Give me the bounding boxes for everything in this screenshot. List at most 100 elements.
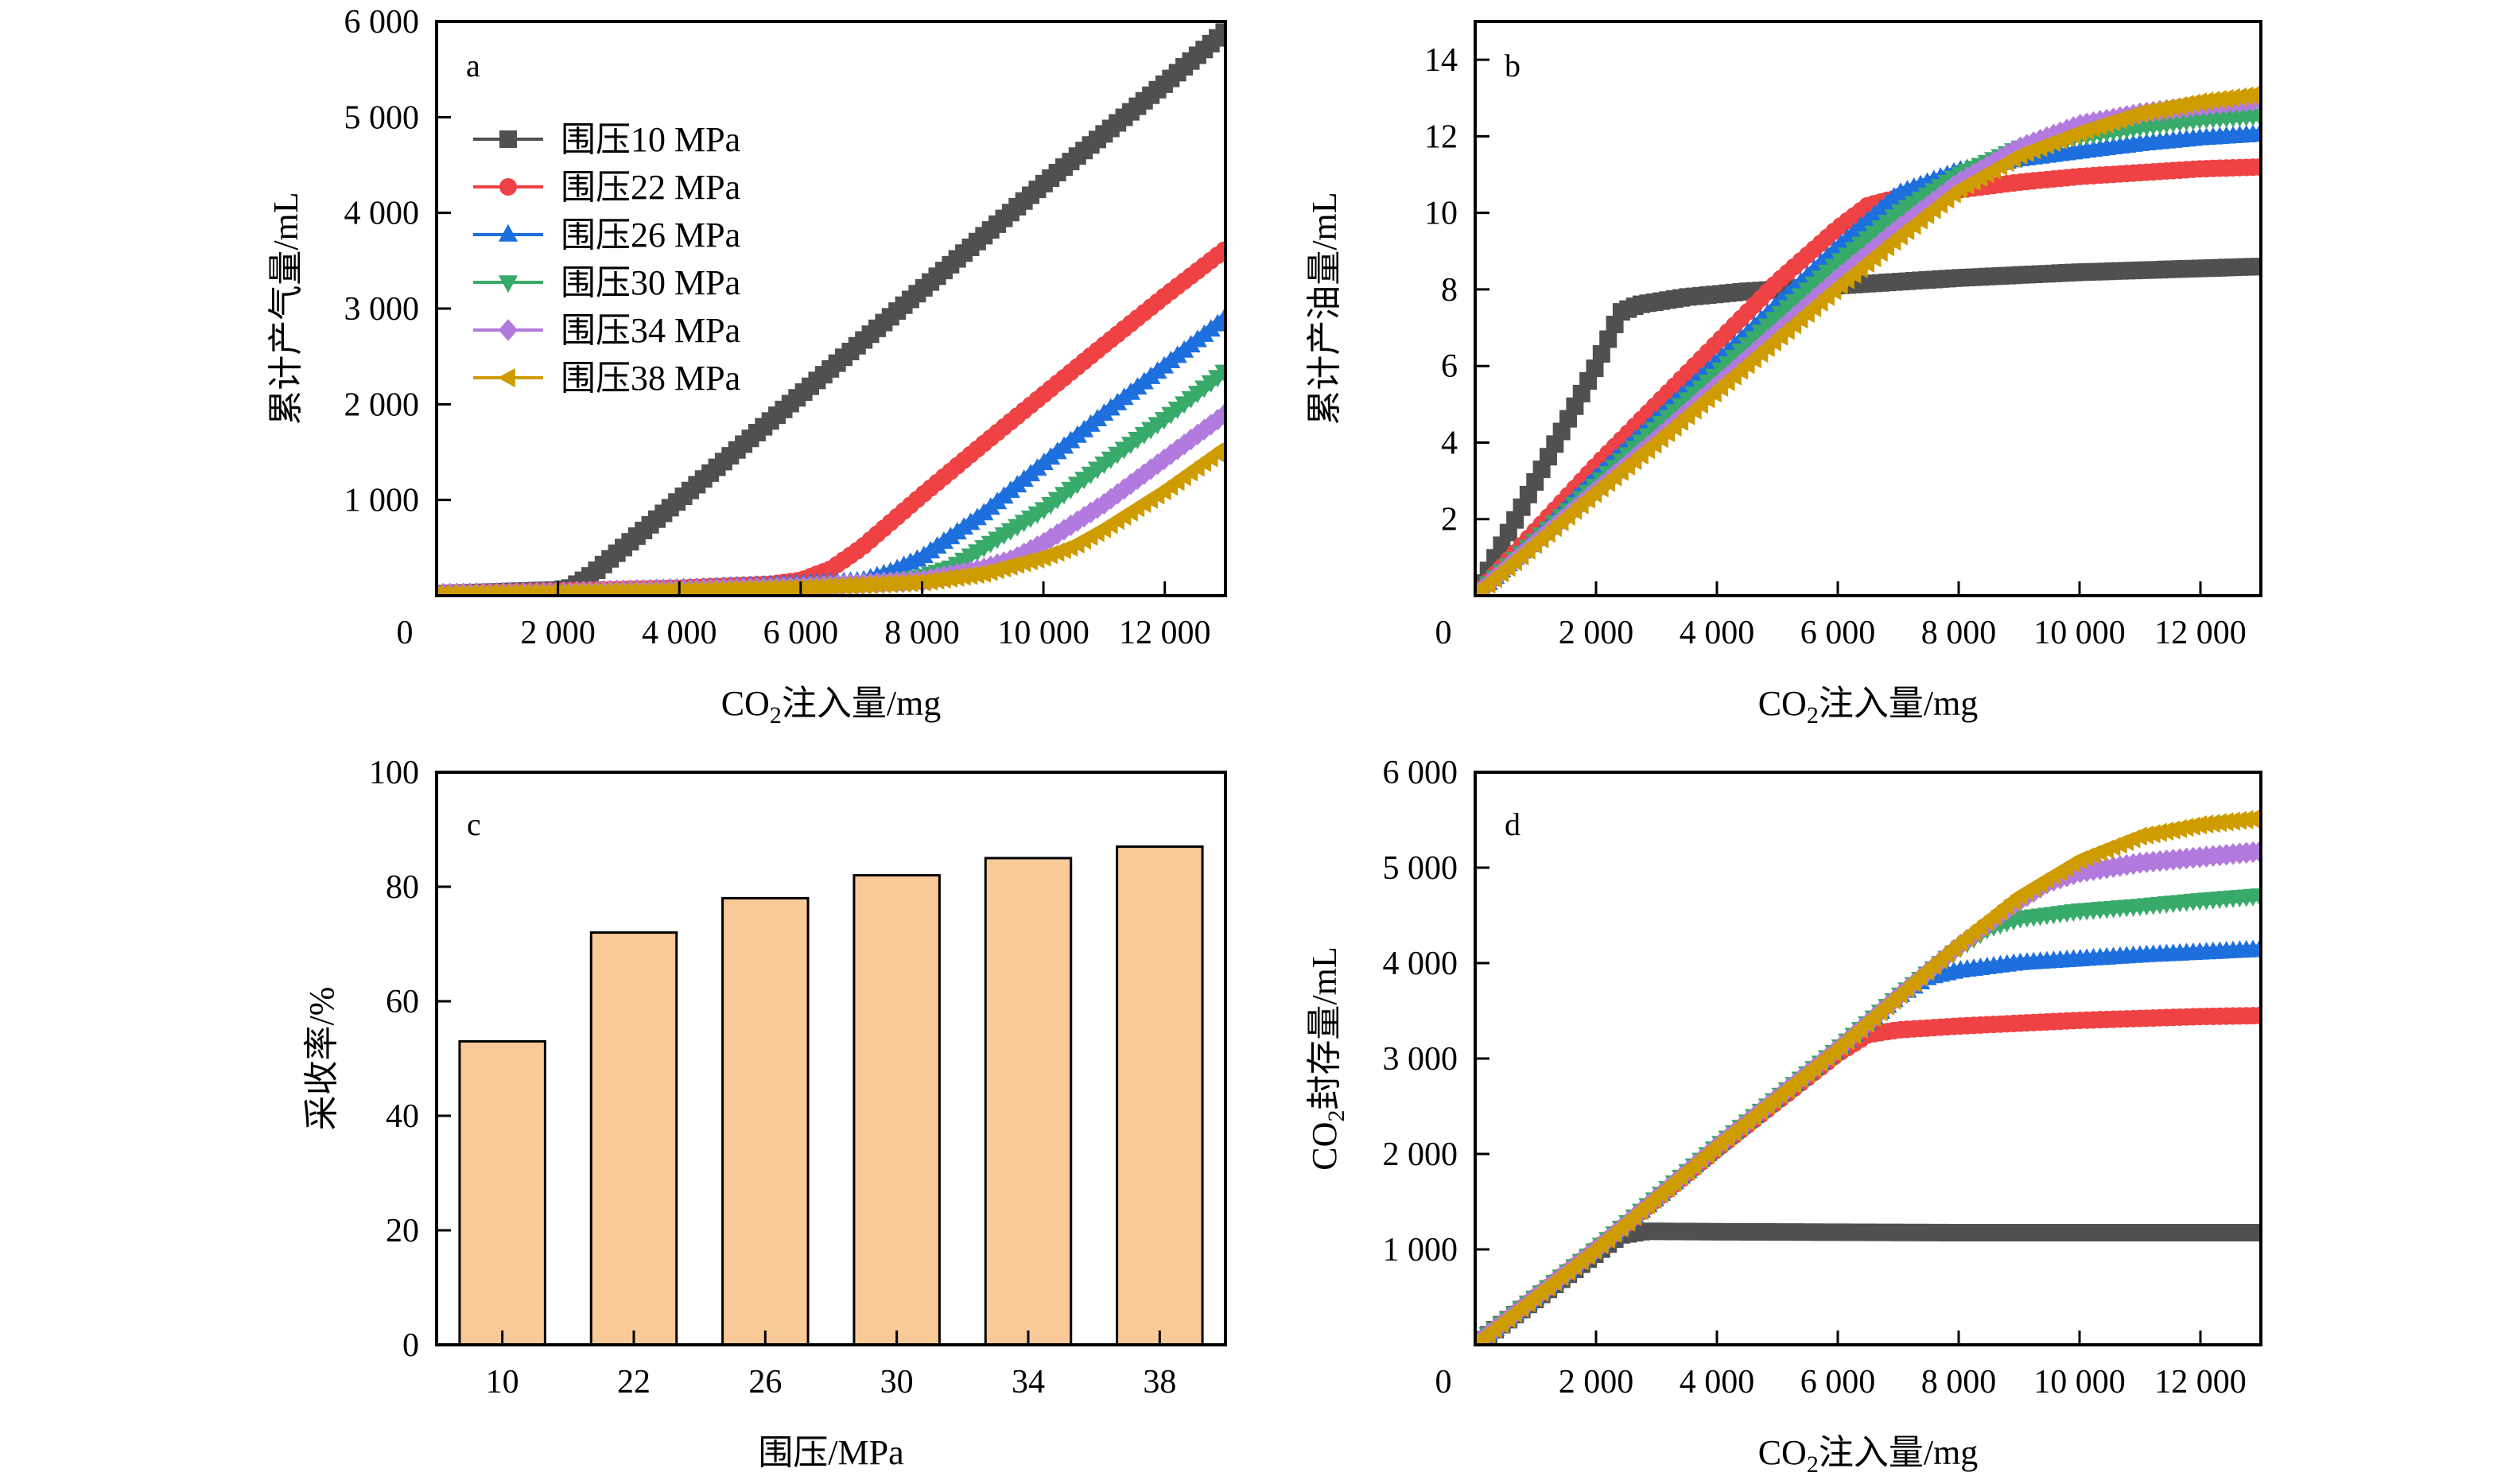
panel-b-markers-5 xyxy=(1475,85,2261,596)
legend-label: 围压34 MPa xyxy=(561,311,740,350)
panel-d-ytick-label: 6 000 xyxy=(1383,755,1458,791)
legend-label: 围压10 MPa xyxy=(561,120,740,159)
bar-26 xyxy=(721,896,810,1346)
panel-d-markers-4 xyxy=(1475,840,2261,1345)
panel-d-xtick-label: 12 000 xyxy=(2154,1364,2247,1400)
panel-a-series-4 xyxy=(437,403,1225,596)
panel-c-axes: 10 22 26 30 34 38 0 20 40 60 80 100 围压/MPa 采收率/% xyxy=(302,755,1176,1472)
panel-c-letter: c xyxy=(467,806,481,842)
panel-b-oil-production: 0 2 000 4 000 6 000 8 000 10 000 12 000 2 4 6 8 10 1… xyxy=(1305,20,2262,728)
legend-marker-circle-icon xyxy=(499,178,517,196)
panel-c-xtick-label: 30 xyxy=(880,1364,914,1400)
panel-a-markers-4 xyxy=(437,403,1225,596)
panel-d-xtick-label: 10 000 xyxy=(2033,1364,2126,1400)
panel-b-ytick-label: 4 xyxy=(1441,425,1458,461)
panel-d-xtick-label: 8 000 xyxy=(1921,1364,1997,1400)
panel-b-xlabel: CO2注入量/mg xyxy=(1758,684,1979,728)
panel-b-ytick-label: 2 xyxy=(1441,502,1458,538)
panel-b-frame xyxy=(1474,20,2262,597)
panel-c-xtick-label: 22 xyxy=(617,1364,651,1400)
panel-b-ytick-label: 10 xyxy=(1424,196,1458,232)
panel-b-letter: b xyxy=(1505,48,1520,84)
legend-item: 围压10 MPa xyxy=(473,120,740,159)
panel-d-letter: d xyxy=(1505,806,1520,842)
panel-b-ytick-label: 8 xyxy=(1441,272,1458,309)
panel-b-markers-0 xyxy=(1475,258,2261,596)
panel-d-markers-1 xyxy=(1475,1007,2261,1345)
panel-d-co2-storage: 0 2 000 4 000 6 000 8 000 10 000 12 000 1 000 2 … xyxy=(1305,755,2262,1478)
panel-a-markers-1 xyxy=(437,241,1225,596)
panel-a-markers-2 xyxy=(437,309,1225,596)
panel-c-ylabel: 采收率/% xyxy=(302,987,341,1131)
panel-a-series-0 xyxy=(437,23,1225,596)
panel-b-markers-3 xyxy=(1475,108,2261,596)
panel-d-markers-5 xyxy=(1475,809,2261,1345)
panel-b-series-5 xyxy=(1475,85,2261,596)
panel-a-gas-production: 0 2 000 4 000 6 000 8 000 10 000 12 000 1 000 2 … xyxy=(266,4,1227,728)
legend-item: 围压26 MPa xyxy=(473,216,740,254)
legend-item: 围压30 MPa xyxy=(473,263,740,302)
legend-item: 围压38 MPa xyxy=(473,359,740,398)
panel-b-xtick-label: 2 000 xyxy=(1559,615,1634,651)
panel-a-xtick-label: 6 000 xyxy=(763,615,839,651)
panel-d-line-4 xyxy=(1475,845,2261,1345)
legend: 围压10 MPa 围压22 MPa 围压26 MPa 围压30 MPa 围压34 MPa… xyxy=(473,120,740,398)
panel-b-xtick-label: 8 000 xyxy=(1921,615,1997,651)
legend-marker-square-icon xyxy=(499,130,517,148)
panel-c-bars xyxy=(458,845,1204,1346)
panel-b-xtick-label: 0 xyxy=(1435,615,1452,651)
panel-a-xlabel: CO2注入量/mg xyxy=(721,684,942,728)
panel-b-series-0 xyxy=(1475,258,2261,596)
panel-c-frame xyxy=(435,771,1227,1346)
panel-d-series-5 xyxy=(1475,809,2261,1345)
panel-a-ytick-label: 6 000 xyxy=(344,4,420,41)
panel-c-ytick-label: 80 xyxy=(386,869,419,906)
panel-d-line-1 xyxy=(1475,1010,2261,1345)
panel-c-ytick-label: 100 xyxy=(369,755,419,791)
panel-d-ytick-label: 5 000 xyxy=(1383,850,1458,887)
panel-d-xtick-label: 6 000 xyxy=(1800,1364,1876,1400)
panel-c-xtick-label: 10 xyxy=(486,1364,519,1400)
panel-a-xtick-label: 4 000 xyxy=(642,615,717,651)
panel-d-ytick-label: 2 000 xyxy=(1383,1136,1458,1173)
panel-b-ylabel: 累计产油量/mL xyxy=(1305,192,1344,425)
panel-a-line-1 xyxy=(437,244,1225,596)
bar-30 xyxy=(852,874,941,1346)
panel-b-xtick-label: 4 000 xyxy=(1680,615,1755,651)
panel-d-axes: 0 2 000 4 000 6 000 8 000 10 000 12 000 1 000 2 … xyxy=(1305,755,2247,1478)
panel-a-xtick-label: 12 000 xyxy=(1119,615,1211,651)
bar-10 xyxy=(458,1039,546,1346)
panel-d-markers-0 xyxy=(1475,1222,2261,1345)
panel-d-xtick-label: 2 000 xyxy=(1559,1364,1634,1400)
panel-d-ytick-label: 4 000 xyxy=(1383,946,1458,982)
panel-b-line-0 xyxy=(1475,261,2261,596)
panel-a-ytick-label: 3 000 xyxy=(344,291,420,328)
bar-22 xyxy=(589,931,678,1346)
panel-a-series-5 xyxy=(437,441,1225,596)
panel-c-recovery-rate: 10 22 26 30 34 38 0 20 40 60 80 100 围压/MPa 采收率/% c xyxy=(302,755,1227,1472)
legend-marker-triangle-left-icon xyxy=(497,367,515,388)
legend-marker-triangle-down-icon xyxy=(498,275,518,293)
panel-b-series-3 xyxy=(1475,108,2261,596)
bar-34 xyxy=(984,857,1073,1346)
panel-c-xtick-label: 34 xyxy=(1012,1364,1045,1400)
panel-d-ylabel: CO2封存量/mL xyxy=(1305,946,1350,1170)
panel-c-ytick-label: 20 xyxy=(386,1213,419,1249)
panel-a-axes: 0 2 000 4 000 6 000 8 000 10 000 12 000 1 000 2 … xyxy=(266,4,1210,728)
panel-c-xtick-label: 38 xyxy=(1143,1364,1176,1400)
panel-d-xtick-label: 0 xyxy=(1435,1364,1452,1400)
panel-a-ytick-label: 4 000 xyxy=(344,196,420,232)
panel-a-ytick-label: 5 000 xyxy=(344,99,420,136)
panel-d-xlabel: CO2注入量/mg xyxy=(1758,1433,1979,1478)
panel-a-ytick-label: 2 000 xyxy=(344,387,420,423)
panel-d-series xyxy=(1475,809,2261,1345)
panel-d-xtick-label: 4 000 xyxy=(1680,1364,1755,1400)
panel-a-markers-0 xyxy=(437,23,1225,596)
legend-label: 围压38 MPa xyxy=(561,359,740,398)
panel-b-series xyxy=(1475,85,2261,596)
panel-a-xtick-label: 8 000 xyxy=(884,615,960,651)
panel-d-series-1 xyxy=(1475,1007,2261,1345)
panel-c-xtick-label: 26 xyxy=(748,1364,782,1400)
panel-a-series xyxy=(437,23,1225,596)
panel-d-line-3 xyxy=(1475,889,2261,1345)
